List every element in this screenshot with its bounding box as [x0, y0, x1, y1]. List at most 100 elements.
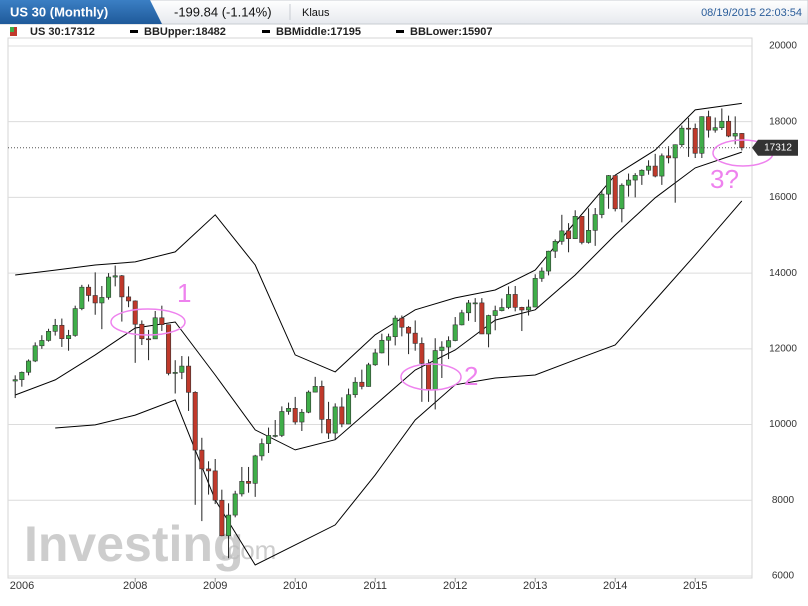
candle-body [506, 294, 512, 308]
candle-body [412, 332, 418, 344]
candle-body [112, 275, 118, 278]
y-tick-label: 8000 [772, 495, 795, 506]
candle-body [119, 275, 125, 298]
candle-body [452, 324, 458, 341]
x-tick-label: 2014 [603, 580, 627, 592]
candle-body [252, 455, 258, 484]
candle-body [732, 133, 738, 137]
annotation-marks: 1 2 3? [110, 139, 774, 391]
candle-body [106, 276, 112, 298]
candle-body [239, 481, 245, 495]
candle-body [26, 360, 32, 373]
candle-body [299, 411, 305, 423]
candle-body [59, 324, 65, 339]
candle-body [659, 155, 665, 177]
y-tick-label: 6000 [772, 571, 795, 582]
candle-body [346, 394, 352, 425]
last-price-label: 17312 [764, 142, 792, 153]
candle-body [126, 296, 132, 302]
candle-body [426, 363, 432, 391]
watermark-suffix: .com [220, 535, 276, 565]
legend-entry: BBMiddle:17195 [276, 26, 361, 38]
y-tick-label: 14000 [769, 268, 797, 279]
annotation-label: 2 [464, 361, 478, 391]
candle-body [572, 216, 578, 239]
candle-body [686, 127, 692, 130]
x-tick-label: 2006 [10, 580, 34, 592]
candle-body [679, 127, 685, 146]
x-tick-label: 2012 [443, 580, 467, 592]
annotation-label: 3? [710, 164, 739, 194]
symbol-title: US 30 (Monthly) [10, 4, 108, 19]
candle-body [406, 326, 412, 334]
candle-body [712, 127, 718, 131]
candle-body [546, 250, 552, 272]
y-tick-label: 18000 [769, 116, 797, 127]
band-lower [55, 200, 743, 566]
plot-area [8, 102, 752, 566]
candle-body [46, 331, 52, 341]
candle-body [19, 371, 25, 380]
x-tick-label: 2009 [203, 580, 227, 592]
last-price-tag [752, 139, 798, 156]
candle-body [512, 294, 518, 308]
candle-body [312, 386, 318, 393]
candle-body [39, 340, 45, 347]
candle-body [52, 324, 58, 332]
candle-body [212, 470, 218, 501]
candle-body [526, 306, 532, 311]
legend-entry: US 30:17312 [30, 26, 95, 38]
candle-body [186, 365, 192, 393]
candle-body [626, 179, 632, 186]
candle-body [559, 230, 565, 242]
candle-body [539, 270, 545, 279]
candle-body [719, 120, 725, 128]
candle-body [72, 308, 78, 336]
legend: US 30:17312 BBUpper:18482 BBMiddle:17195 BB… [30, 26, 493, 38]
legend-swatch [396, 30, 404, 33]
candle-body [66, 335, 72, 339]
candle-body [672, 144, 678, 159]
candle-body [359, 381, 365, 387]
candle-body [306, 391, 312, 413]
x-tick-label: 2008 [123, 580, 147, 592]
candle-body [419, 343, 425, 364]
candle-body [386, 336, 392, 341]
candle-body [486, 315, 492, 335]
candle-body [12, 379, 18, 382]
candle-body [472, 302, 478, 305]
plot-frame [7, 37, 753, 579]
y-tick-label: 10000 [769, 419, 797, 430]
candle-body [599, 193, 605, 215]
watermark-brand: Investing [24, 516, 243, 572]
watermark: Investing .com [24, 516, 276, 572]
candle-body [726, 120, 732, 137]
legend-icon [10, 27, 14, 32]
y-tick-label: 16000 [769, 192, 797, 203]
candle-body [159, 317, 165, 325]
candle-body [266, 435, 272, 444]
candle-body [179, 365, 185, 373]
x-tick-label: 2013 [523, 580, 547, 592]
candle-body [166, 324, 172, 374]
grid [8, 45, 752, 577]
candle-body [399, 317, 405, 328]
x-tick-label: 2011 [363, 580, 387, 592]
candle-body [366, 364, 372, 387]
timestamp: 08/19/2015 22:03:54 [701, 7, 802, 19]
annotation-ellipse [400, 363, 462, 391]
candle-body [192, 392, 198, 451]
candle-body [699, 116, 705, 154]
candle-body [532, 278, 538, 308]
annotation-label: 1 [177, 278, 191, 308]
legend-entry: BBUpper:18482 [144, 26, 226, 38]
candle-body [172, 372, 178, 374]
candle-body [372, 352, 378, 366]
y-tick-label: 20000 [769, 41, 797, 52]
candle-body [579, 216, 585, 243]
candle-body [146, 338, 152, 341]
candle-body [492, 310, 498, 316]
candle-body [552, 241, 558, 252]
legend-entry: BBLower:15907 [410, 26, 493, 38]
